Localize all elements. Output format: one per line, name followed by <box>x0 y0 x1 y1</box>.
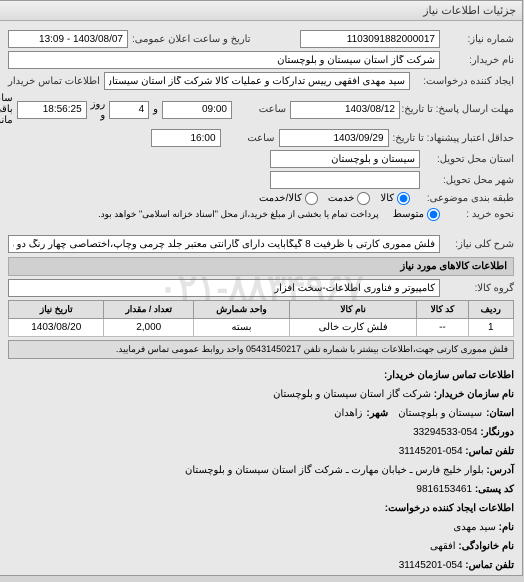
th-unit: واحد شمارش <box>194 301 290 319</box>
group-input[interactable] <box>9 279 441 297</box>
announce-date-input[interactable] <box>9 30 129 48</box>
fax-value: 054-33294533 <box>414 427 479 438</box>
fcity-value: زاهدان <box>335 405 363 423</box>
desc-input[interactable] <box>9 235 441 253</box>
packaging-kala-label: کالا <box>381 193 395 204</box>
td-qty: 2,000 <box>105 319 195 337</box>
buyer-name-input[interactable] <box>9 51 441 69</box>
packaging-radio-group: کالا خدمت کالا/خدمت <box>260 192 411 205</box>
items-section-header: اطلاعات کالاهای مورد نیاز <box>9 257 515 276</box>
fcity-label: شهر: <box>367 405 389 423</box>
announce-date-label: تاریخ و ساعت اعلان عمومی: <box>133 34 297 45</box>
deadline-label: مهلت ارسال پاسخ: تا تاریخ: <box>405 104 515 115</box>
packaging-kalakhadamat-radio[interactable] <box>306 192 319 205</box>
request-no-label: شماره نیاز: <box>445 34 515 45</box>
td-code: -- <box>418 319 469 337</box>
th-qty: تعداد / مقدار <box>105 301 195 319</box>
validity-date-input[interactable] <box>280 129 390 147</box>
lname-label: نام خانوادگی: <box>459 541 515 552</box>
buytype-note: پرداخت تمام یا بخشی از مبلغ خرید،از محل … <box>99 209 379 220</box>
deadline-days-input[interactable] <box>110 101 150 119</box>
creator-label: ایجاد کننده درخواست: <box>415 76 515 87</box>
packaging-kalakhadamat-label: کالا/خدمت <box>260 193 303 204</box>
fname-label: نام: <box>500 522 515 533</box>
packaging-label: طبقه بندی موضوعی: <box>415 193 515 204</box>
creator-header: اطلاعات ایجاد کننده درخواست: <box>9 500 515 518</box>
buytype-mid-label: متوسط <box>394 209 425 220</box>
validity-label: حداقل اعتبار پیشنهاد: تا تاریخ: <box>394 133 515 144</box>
deadline-date-input[interactable] <box>291 101 401 119</box>
postal-label: کد پستی: <box>476 484 515 495</box>
org-label: نام سازمان خریدار: <box>435 389 515 400</box>
desc-label: شرح کلی نیاز: <box>445 239 515 250</box>
th-row: ردیف <box>469 301 514 319</box>
fprovince-value: سیستان و بلوچستان <box>399 405 483 423</box>
content: شماره نیاز: تاریخ و ساعت اعلان عمومی: نا… <box>1 21 523 582</box>
address-value: بلوار خلیج فارس ـ خیابان مهارت ـ شرکت گا… <box>186 465 485 476</box>
td-unit: بسته <box>194 319 290 337</box>
th-date: تاریخ نیاز <box>10 301 105 319</box>
city-input[interactable] <box>271 171 421 189</box>
contact-info-label: اطلاعات تماس خریدار <box>9 76 101 87</box>
packaging-kala-radio[interactable] <box>398 192 411 205</box>
table-row[interactable]: 1 -- فلش کارت خالی بسته 2,000 1403/08/20 <box>10 319 515 337</box>
fname-value: سید مهدی <box>454 522 496 533</box>
table-header-row: ردیف کد کالا نام کالا واحد شمارش تعداد /… <box>10 301 515 319</box>
fphone-value: 054-31145201 <box>400 446 464 457</box>
remain-unit-label: ساعت باقی مانده <box>0 93 14 126</box>
td-name: فلش کارت خالی <box>291 319 418 337</box>
fphone-label: تلفن تماس: <box>466 446 515 457</box>
days-and-label: و <box>154 104 159 115</box>
buytype-mid-radio[interactable] <box>428 208 441 221</box>
group-label: گروه کالا: <box>445 283 515 294</box>
remain-input[interactable] <box>18 101 88 119</box>
packaging-khadamat-label: خدمت <box>329 193 356 204</box>
cphone-label: تلفن تماس: <box>466 560 515 571</box>
window-title: جزئیات اطلاعات نیاز <box>1 1 523 21</box>
city-label: شهر محل تحویل: <box>425 175 515 186</box>
td-date: 1403/08/20 <box>10 319 105 337</box>
deadline-time-input[interactable] <box>163 101 233 119</box>
footer-header: اطلاعات تماس سازمان خریدار: <box>9 367 515 385</box>
days-unit-label: روز و <box>92 99 107 121</box>
creator-input[interactable] <box>105 72 411 90</box>
buytype-radio-group: متوسط <box>394 208 441 221</box>
buyer-name-label: نام خریدار: <box>445 55 515 66</box>
items-table: ردیف کد کالا نام کالا واحد شمارش تعداد /… <box>9 300 515 337</box>
note-box: فلش مموری کارتی جهت،اطلاعات بیشتر با شما… <box>9 340 515 359</box>
validity-time-input[interactable] <box>152 129 222 147</box>
deadline-time-label: ساعت <box>237 104 287 115</box>
lname-value: افقهی <box>431 541 457 552</box>
th-code: کد کالا <box>418 301 469 319</box>
province-input[interactable] <box>271 150 421 168</box>
postal-value: 9816153461 <box>417 484 473 495</box>
cphone-value: 054-31145201 <box>400 560 464 571</box>
td-row: 1 <box>469 319 514 337</box>
th-name: نام کالا <box>291 301 418 319</box>
packaging-khadamat-radio[interactable] <box>358 192 371 205</box>
fprovince-label: استان: <box>487 405 515 423</box>
window: جزئیات اطلاعات نیاز شماره نیاز: تاریخ و … <box>0 0 524 576</box>
org-value: شرکت گاز استان سیستان و بلوچستان <box>274 389 432 400</box>
validity-time-label: ساعت <box>226 133 276 144</box>
footer-info: اطلاعات تماس سازمان خریدار: نام سازمان خ… <box>9 367 515 575</box>
buytype-label: نحوه خرید : <box>445 209 515 220</box>
fax-label: دورنگار: <box>481 427 515 438</box>
province-label: استان محل تحویل: <box>425 154 515 165</box>
request-no-input[interactable] <box>301 30 441 48</box>
address-label: آدرس: <box>487 465 515 476</box>
